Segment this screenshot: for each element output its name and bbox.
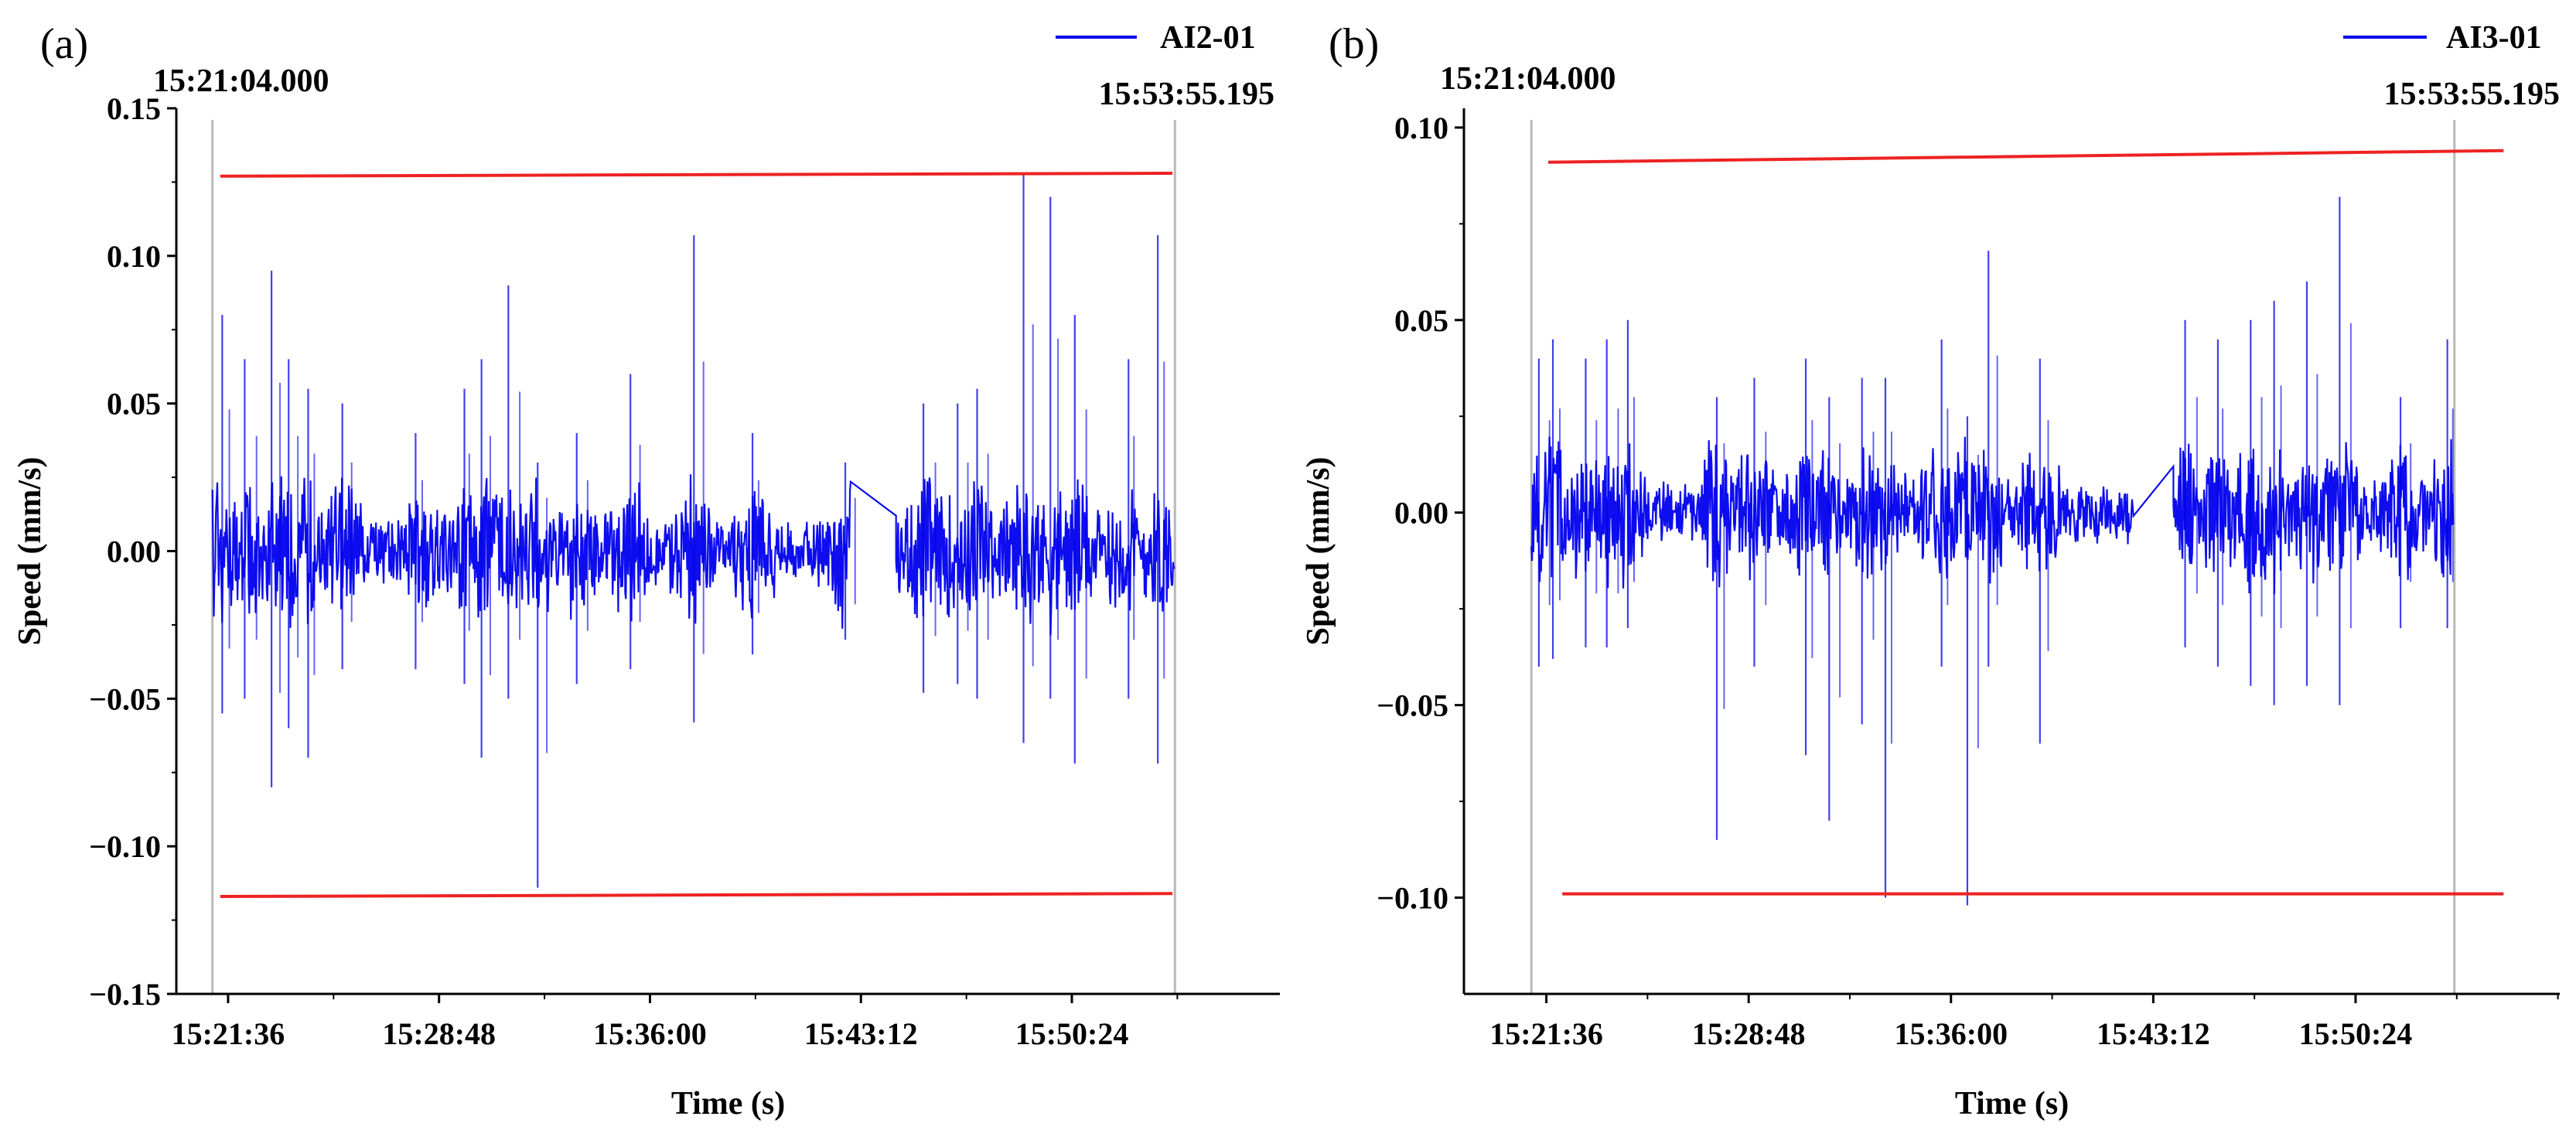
x-tick-label: 15:50:24 [2299,1016,2413,1051]
panel-label: (a) [40,20,88,68]
y-tick-label: −0.05 [89,681,161,716]
cursor-end-label: 15:53:55.195 [2384,77,2560,112]
x-tick-label: 15:43:12 [2097,1016,2210,1051]
cursor-start-label: 15:21:04.000 [153,63,329,99]
y-tick-label: 0.05 [1394,303,1448,338]
x-tick-label: 15:28:48 [382,1016,496,1051]
upper-threshold-line [220,171,1173,178]
y-tick-label: 0.00 [107,534,161,569]
legend-label: AI2-01 [1160,20,1256,56]
y-tick-label: 0.15 [107,91,161,126]
series-AI2-01 [211,172,1175,888]
y-tick-label: 0.00 [1394,496,1448,531]
y-tick-label: 0.10 [1394,111,1448,145]
x-tick-label: 15:21:36 [1489,1016,1603,1051]
y-tick-label: 0.10 [107,239,161,274]
x-axis-title: Time (s) [1955,1086,2069,1122]
y-tick-label: −0.15 [89,977,161,1012]
cursor-end-label: 15:53:55.195 [1099,77,1274,112]
series-noise-trace [211,474,1175,636]
panel-label: (b) [1329,20,1379,68]
y-axis-title: Speed (mm/s) [12,457,48,646]
series-noise-trace [1530,436,2455,595]
chart-panel-a: (a) AI2-01 15:21:04.000 15:53:55.195 0.15 0.1… [12,20,1280,1122]
x-tick-label: 15:50:24 [1015,1016,1129,1051]
x-tick-label: 15:36:00 [593,1016,707,1051]
y-tick-label: −0.10 [89,829,161,864]
chart-panel-b: (b) AI3-01 15:21:04.000 15:53:55.195 0.10 0.0… [1301,20,2560,1122]
x-tick-label: 15:21:36 [172,1016,285,1051]
x-tick-label: 15:36:00 [1894,1016,2008,1051]
y-tick-label: −0.05 [1377,688,1448,723]
x-axis-title: Time (s) [671,1086,785,1122]
y-tick-label: 0.05 [107,387,161,422]
series-AI3-01 [1530,196,2455,906]
y-axis-title: Speed (mm/s) [1301,457,1336,646]
lower-threshold-line [220,892,1173,899]
y-tick-label: −0.10 [1377,881,1448,916]
x-tick-label: 15:28:48 [1692,1016,1806,1051]
upper-threshold-line [1547,149,2504,164]
cursor-start-label: 15:21:04.000 [1440,61,1616,97]
x-tick-label: 15:43:12 [804,1016,918,1051]
legend-label: AI3-01 [2446,20,2542,56]
